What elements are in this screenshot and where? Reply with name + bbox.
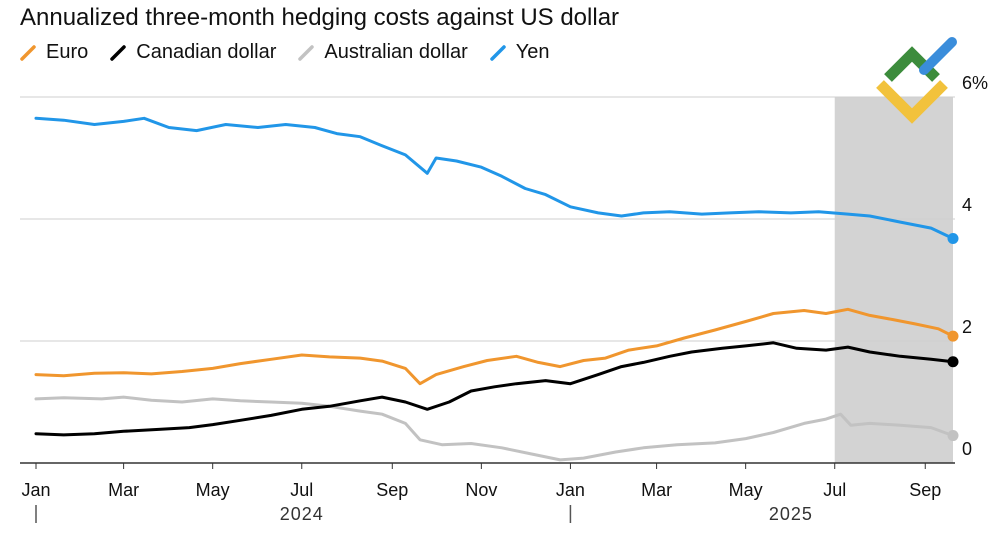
series-endpoint-euro xyxy=(947,330,959,342)
legend-item-euro: Euro xyxy=(20,41,88,64)
legend-item-australian-dollar: Australian dollar xyxy=(298,41,468,64)
logo-yellow-chevron xyxy=(876,80,948,124)
legend-label-australian-dollar: Australian dollar xyxy=(324,41,468,63)
series-line-canadian-dollar xyxy=(34,341,955,437)
year-label: 2024 xyxy=(280,504,324,524)
legend: Euro Canadian dollar Australian dollar Y… xyxy=(20,41,550,64)
y-tick-label: 2 xyxy=(962,317,972,337)
series-endpoint-canadian-dollar xyxy=(947,356,959,368)
year-label: 2025 xyxy=(769,504,813,524)
shaded-period xyxy=(834,97,953,463)
chart-title: Annualized three-month hedging costs aga… xyxy=(20,4,620,31)
x-tick-label: May xyxy=(196,480,230,500)
x-tick-label: Jan xyxy=(21,480,50,500)
legend-item-yen: Yen xyxy=(490,41,550,64)
legend-label-canadian-dollar: Canadian dollar xyxy=(136,41,277,63)
x-tick-label: Sep xyxy=(376,480,408,500)
series-line-euro xyxy=(34,307,955,386)
legend-swatch-canadian-dollar xyxy=(110,44,126,61)
legend-label-yen: Yen xyxy=(515,41,550,63)
y-tick-label: 4 xyxy=(962,195,972,215)
y-tick-label: 0 xyxy=(962,439,972,459)
legend-swatch-australian-dollar xyxy=(298,44,315,61)
x-tick-label: Mar xyxy=(641,480,672,500)
brand-logo xyxy=(876,37,957,124)
x-tick-label: Mar xyxy=(108,480,139,500)
legend-item-canadian-dollar: Canadian dollar xyxy=(110,41,276,64)
logo-blue-stroke xyxy=(919,37,957,75)
legend-label-euro: Euro xyxy=(46,41,89,63)
series-endpoint-australian-dollar xyxy=(947,430,959,442)
x-tick-label: Jan xyxy=(556,480,585,500)
x-tick-label: Jul xyxy=(823,480,846,500)
y-tick-label: 6% xyxy=(962,73,988,93)
series-line-yen xyxy=(34,116,955,240)
x-tick-label: Nov xyxy=(465,480,497,500)
legend-swatch-euro xyxy=(20,44,36,61)
x-tick-label: Jul xyxy=(290,480,313,500)
series-line-australian-dollar xyxy=(34,395,955,462)
x-tick-label: Sep xyxy=(909,480,941,500)
x-tick-label: May xyxy=(729,480,763,500)
legend-swatch-yen xyxy=(490,44,506,61)
series-endpoint-yen xyxy=(947,233,959,245)
